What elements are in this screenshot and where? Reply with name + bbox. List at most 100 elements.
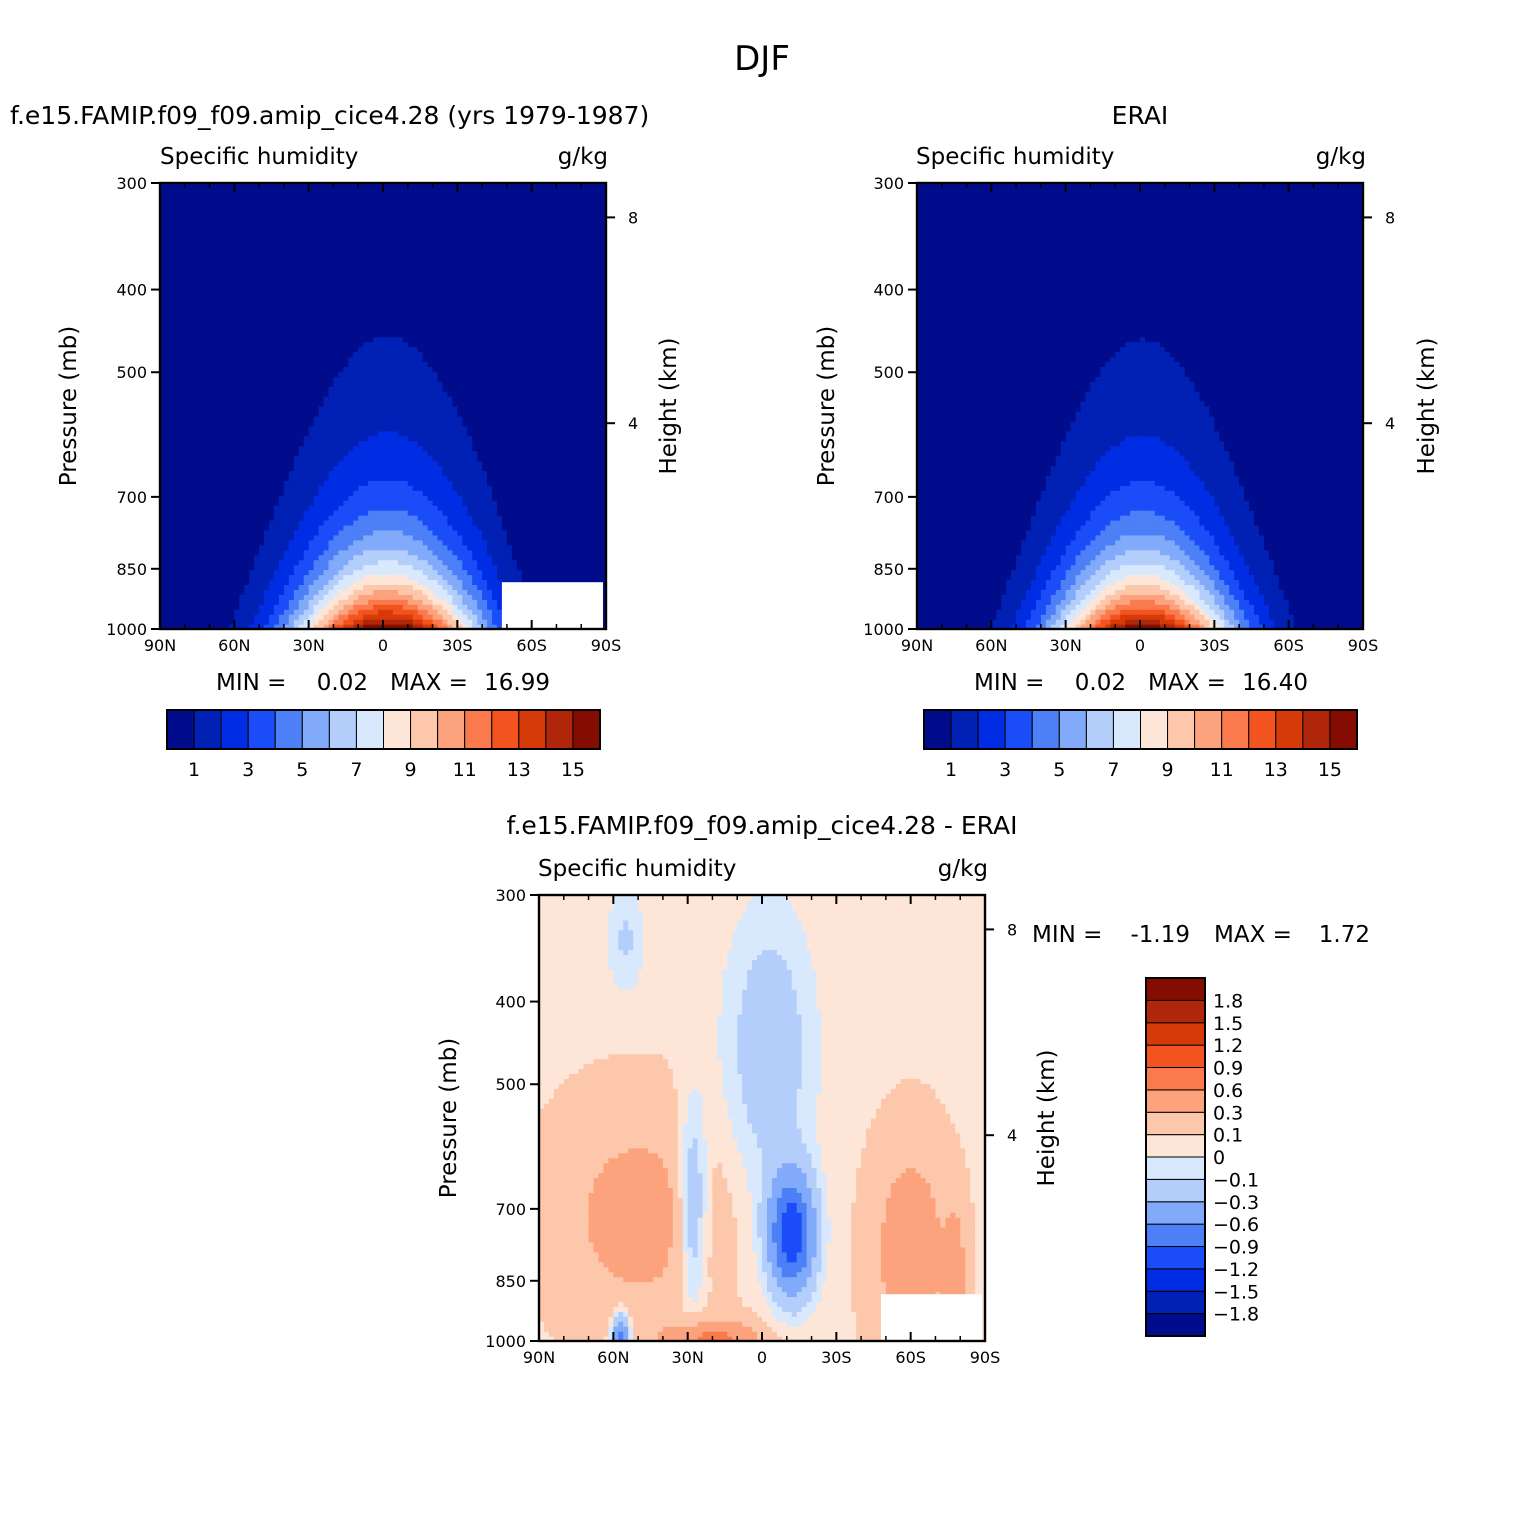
contour-cell: [452, 544, 458, 551]
contour-cell: [293, 410, 300, 417]
contour-cell: [298, 599, 305, 605]
contour-cell: [179, 609, 186, 615]
contour-cell: [407, 574, 414, 581]
contour-cell: [244, 376, 250, 382]
contour-cell: [338, 544, 344, 551]
contour-cell: [576, 430, 582, 437]
contour-cell: [467, 589, 473, 595]
contour-cell: [442, 376, 449, 382]
contour-cell: [412, 420, 419, 427]
contour-cell: [174, 351, 181, 358]
contour-cell: [467, 376, 473, 382]
contour-cell: [447, 485, 453, 491]
contour-cell: [462, 356, 468, 362]
contour-cell: [199, 589, 206, 595]
contour-cell: [432, 579, 439, 585]
contour-cell: [551, 450, 558, 457]
contour-cell: [378, 539, 384, 546]
contour-cell: [264, 475, 270, 481]
contour-cell: [358, 490, 364, 496]
contour-cell: [506, 391, 513, 397]
contour-cell: [229, 609, 235, 615]
contour-cell: [521, 544, 528, 551]
contour-cell: [521, 401, 528, 407]
contour-cell: [184, 510, 191, 516]
contour-cell: [333, 519, 339, 526]
contour-cell: [452, 356, 458, 362]
contour-cell: [472, 554, 478, 561]
contour-cell: [397, 371, 404, 377]
contour-cell: [288, 430, 295, 437]
contour-cell: [546, 569, 553, 576]
contour-cell: [457, 396, 463, 402]
contour-cell: [229, 445, 235, 452]
contour-cell: [452, 396, 458, 402]
contour-cell: [343, 505, 349, 511]
contour-cell: [264, 376, 270, 382]
contour-cell: [397, 574, 404, 581]
contour-cell: [373, 410, 379, 417]
contour-cell: [239, 430, 245, 437]
contour-cell: [601, 614, 607, 620]
contour-cell: [160, 569, 166, 576]
contour-cell: [387, 371, 394, 377]
contour-cell: [194, 420, 201, 427]
contour-cell: [397, 515, 404, 521]
contour-cell: [264, 455, 270, 462]
contour-cell: [392, 386, 399, 392]
contour-cell: [199, 480, 206, 486]
contour-cell: [229, 490, 235, 496]
contour-cell: [447, 445, 453, 452]
contour-cell: [462, 584, 468, 590]
contour-cell: [288, 401, 295, 407]
contour-cell: [209, 415, 216, 422]
contour-cell: [254, 470, 260, 476]
contour-cell: [422, 604, 429, 610]
contour-cell: [596, 505, 602, 511]
contour-cell: [402, 490, 409, 496]
contour-cell: [501, 554, 508, 561]
contour-cell: [313, 564, 320, 571]
contour-cell: [383, 574, 389, 581]
contour-cell: [526, 406, 533, 412]
contour-cell: [576, 534, 582, 541]
contour-cell: [516, 420, 523, 427]
contour-cell: [437, 425, 444, 432]
contour-cell: [308, 589, 315, 595]
contour-cell: [254, 381, 260, 387]
contour-cell: [511, 381, 518, 387]
contour-cell: [303, 470, 310, 476]
contour-cell: [422, 515, 429, 521]
contour-cell: [244, 361, 250, 367]
contour-cell: [219, 430, 226, 437]
contour-cell: [417, 624, 424, 630]
contour-cell: [452, 534, 458, 541]
contour-cell: [333, 460, 339, 467]
contour-cell: [521, 465, 528, 472]
contour-cell: [328, 564, 335, 571]
contour-cell: [427, 366, 434, 372]
contour-cell: [254, 544, 260, 551]
contour-cell: [521, 366, 528, 372]
contour-cell: [378, 440, 384, 447]
contour-cell: [496, 500, 503, 506]
contour-cell: [239, 524, 245, 531]
contour-cell: [234, 410, 240, 417]
contour-cell: [596, 455, 602, 462]
contour-cell: [501, 430, 508, 437]
contour-cell: [417, 574, 424, 581]
contour-cell: [328, 524, 335, 531]
contour-cell: [467, 465, 473, 472]
contour-cell: [521, 554, 528, 561]
contour-cell: [417, 420, 424, 427]
contour-cell: [343, 589, 349, 595]
contour-cell: [283, 435, 290, 442]
contour-cell: [283, 614, 290, 620]
contour-cell: [462, 386, 468, 392]
contour-cell: [521, 475, 528, 481]
contour-cell: [229, 376, 235, 382]
contour-cell: [348, 529, 354, 536]
contour-cell: [541, 371, 548, 377]
contour-cell: [487, 485, 493, 491]
